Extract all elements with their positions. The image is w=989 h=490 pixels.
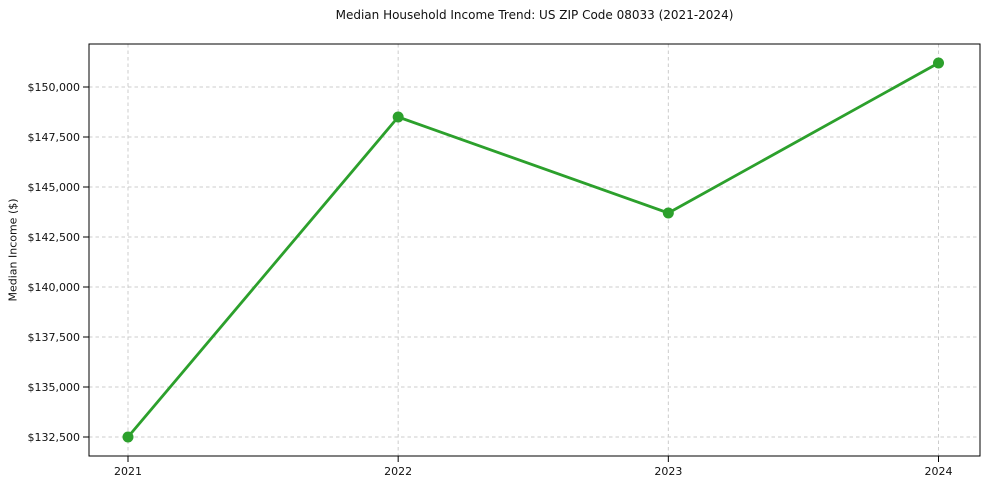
y-tick-label: $150,000 [28,81,81,94]
y-tick-label: $145,000 [28,181,81,194]
x-tick-label: 2022 [384,465,412,478]
x-tick-label: 2024 [925,465,953,478]
data-point-marker [933,57,944,69]
y-tick-label: $135,000 [28,381,81,394]
x-tick-label: 2021 [114,465,142,478]
data-point-marker [392,111,404,123]
plot-border [88,43,981,457]
y-tick-label: $142,500 [28,231,81,244]
y-tick-label: $137,500 [28,331,81,344]
x-tick-label: 2023 [654,465,682,478]
data-point-marker [662,207,674,219]
y-tick-label: $140,000 [28,281,81,294]
trend-line [126,61,940,439]
y-tick-label: $147,500 [28,131,81,144]
y-tick-label: $132,500 [28,431,81,444]
chart-title: Median Household Income Trend: US ZIP Co… [335,8,734,22]
data-point-marker [122,431,134,443]
